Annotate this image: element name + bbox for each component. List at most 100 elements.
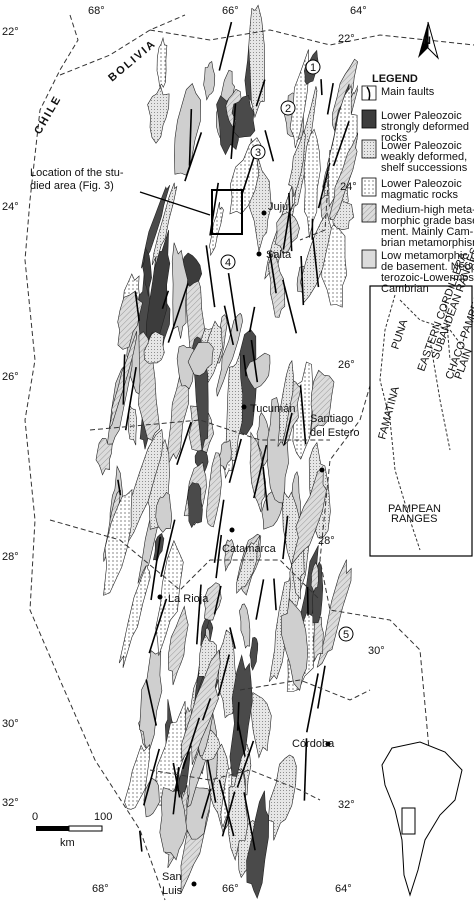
legend-fault-symbol (366, 86, 371, 101)
site-circle (280, 100, 296, 116)
outcrop (236, 535, 261, 594)
outcrop (167, 605, 189, 686)
fault (223, 305, 235, 346)
boundary (149, 29, 474, 46)
city-marker (157, 594, 163, 600)
outcrop (216, 312, 243, 397)
longitude-label: 66° (222, 5, 239, 17)
legend-label: shelf successions (381, 162, 468, 174)
city-marker (325, 741, 331, 747)
fault (215, 534, 223, 579)
fault (332, 121, 350, 167)
fault (243, 792, 256, 851)
outcrop (141, 185, 171, 269)
outcrop (249, 431, 266, 512)
fault (282, 515, 289, 560)
inset-box (369, 285, 473, 557)
outcrop (268, 754, 297, 841)
legend-label: Lower Paleozoic (381, 140, 462, 152)
north-arrow (418, 22, 428, 58)
legend-swatch (361, 249, 377, 269)
site-number: 3 (255, 147, 261, 159)
legend-label: strongly deformed (381, 121, 469, 133)
fault (236, 702, 240, 731)
fault (303, 738, 308, 801)
outcrop (167, 362, 190, 464)
fault (117, 479, 122, 496)
outcrop (155, 491, 173, 533)
outcrop (229, 654, 253, 777)
outcrop (155, 539, 184, 656)
fault (305, 673, 319, 733)
outcrop (303, 128, 321, 238)
boundary (24, 14, 166, 901)
scale-label: 100 (94, 811, 112, 823)
callout-arrow (139, 191, 211, 216)
fault (188, 109, 193, 166)
fault (122, 354, 126, 405)
fault (213, 499, 225, 563)
fault (312, 237, 320, 288)
fault (320, 79, 323, 96)
fault (161, 290, 170, 309)
outcrop (103, 488, 133, 596)
fault (228, 438, 242, 483)
fault (138, 830, 143, 852)
fault (317, 162, 331, 209)
boundary (89, 419, 330, 441)
fault (124, 366, 137, 431)
outcrop (288, 130, 306, 197)
city-label: Córdoba (292, 738, 335, 750)
city-marker (261, 210, 267, 216)
longitude-label: 68° (92, 883, 109, 895)
latitude-label: 28° (2, 551, 19, 563)
outcrop (218, 439, 232, 471)
fault (201, 788, 212, 819)
outcrop (203, 582, 222, 621)
fault (142, 748, 161, 806)
legend-label: Low metamorphic gra- (381, 250, 474, 262)
legend-label: Medium-high meta- (381, 204, 474, 216)
fault (205, 245, 216, 308)
legend-box (358, 62, 472, 286)
north-arrow-half (427, 21, 439, 60)
fault (134, 291, 140, 321)
outcrop (291, 469, 327, 566)
fault (213, 585, 222, 615)
city-label: Luis (162, 885, 183, 897)
geology (95, 4, 368, 900)
site-circle (338, 626, 354, 642)
site-number: 5 (343, 629, 349, 641)
legend-swatch (361, 139, 377, 159)
outcrop (231, 95, 256, 138)
fault (250, 339, 259, 383)
outcrop (225, 352, 243, 461)
fault (230, 103, 237, 160)
fault (148, 598, 168, 654)
fault (167, 283, 189, 343)
fault (176, 421, 192, 465)
fault (218, 779, 235, 837)
latitude-label: 32° (2, 797, 19, 809)
city-label: Catamarca (222, 543, 277, 555)
boundary (49, 519, 321, 601)
outcrop (159, 787, 188, 861)
fault (253, 444, 268, 499)
city-marker (241, 404, 247, 410)
fault (218, 21, 233, 71)
fault (299, 385, 307, 445)
fault (326, 83, 334, 115)
outcrop (205, 452, 222, 528)
site-number: 2 (285, 103, 291, 115)
fault (300, 255, 305, 306)
city-label: Jujuy (268, 201, 294, 213)
outcrop (224, 539, 235, 572)
fault (268, 251, 277, 294)
latitude-label: 28° (318, 535, 335, 547)
legend-swatch (361, 177, 377, 197)
city-label: La Rioja (168, 593, 209, 605)
study-area-box (211, 189, 243, 235)
site-number: 4 (225, 257, 231, 269)
scale-unit: km (60, 837, 75, 849)
fault (236, 740, 255, 788)
